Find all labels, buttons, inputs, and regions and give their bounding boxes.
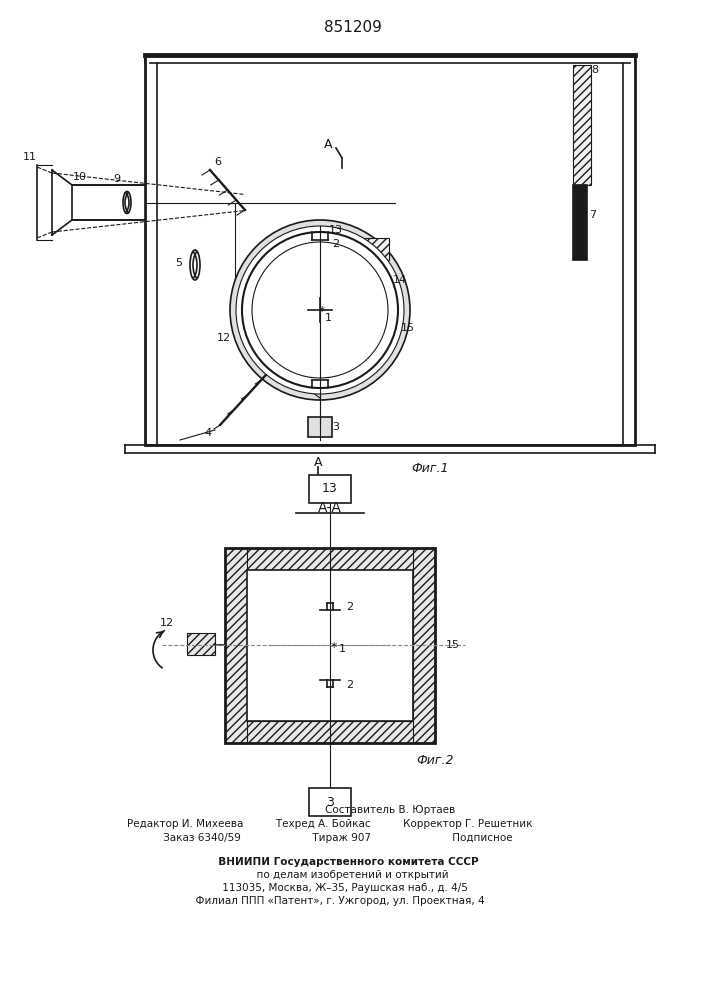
Text: *: * <box>319 304 325 318</box>
Bar <box>247 570 413 721</box>
Text: 13: 13 <box>329 225 343 235</box>
Bar <box>225 548 247 743</box>
Text: А-А: А-А <box>318 501 342 515</box>
Bar <box>225 721 435 743</box>
Text: 4: 4 <box>204 428 211 438</box>
Text: Составитель В. Юртаев: Составитель В. Юртаев <box>325 805 455 815</box>
Bar <box>225 548 435 743</box>
Bar <box>309 788 351 816</box>
Text: Филиал ППП «Патент», г. Ужгород, ул. Проектная, 4: Филиал ППП «Патент», г. Ужгород, ул. Про… <box>175 896 484 906</box>
Text: 8: 8 <box>592 65 599 75</box>
Circle shape <box>230 220 410 400</box>
Text: ВНИИПИ Государственного комитета СССР: ВНИИПИ Государственного комитета СССР <box>182 857 479 867</box>
Ellipse shape <box>123 192 131 214</box>
Text: 1: 1 <box>325 313 332 323</box>
Text: 2: 2 <box>346 680 354 690</box>
Text: А: А <box>324 138 332 151</box>
Bar <box>334 238 389 260</box>
Text: 12: 12 <box>217 333 231 343</box>
Bar <box>309 475 351 503</box>
Text: 14: 14 <box>393 275 407 285</box>
Text: 851209: 851209 <box>324 20 382 35</box>
Bar <box>573 65 591 185</box>
Bar <box>225 548 435 570</box>
Text: *: * <box>331 642 337 654</box>
Text: 15: 15 <box>401 323 415 333</box>
Bar <box>308 417 332 437</box>
Text: А: А <box>314 456 322 468</box>
Bar <box>72 185 145 220</box>
Circle shape <box>236 226 404 394</box>
Text: 6: 6 <box>214 157 221 167</box>
Text: 9: 9 <box>113 174 121 184</box>
Text: 113035, Москва, Ж–35, Раушская наб., д. 4/5: 113035, Москва, Ж–35, Раушская наб., д. … <box>192 883 467 893</box>
Text: 2: 2 <box>346 602 354 612</box>
Text: Фиг.1: Фиг.1 <box>411 462 449 475</box>
Text: 10: 10 <box>73 172 87 182</box>
Text: 3: 3 <box>326 796 334 808</box>
Text: по делам изобретений и открытий: по делам изобретений и открытий <box>211 870 449 880</box>
Ellipse shape <box>190 250 200 280</box>
Bar <box>573 185 587 260</box>
Text: 1: 1 <box>339 644 346 654</box>
Text: 2: 2 <box>332 239 339 249</box>
Text: Заказ 6340/59                      Тираж 907                         Подписное: Заказ 6340/59 Тираж 907 Подписное <box>147 833 513 843</box>
Text: 11: 11 <box>23 152 37 162</box>
Text: 7: 7 <box>590 210 597 220</box>
Text: 12: 12 <box>160 618 174 628</box>
Text: 5: 5 <box>175 258 182 268</box>
Circle shape <box>242 232 398 388</box>
Text: 13: 13 <box>322 483 338 495</box>
Text: Фиг.2: Фиг.2 <box>416 754 454 766</box>
Text: Редактор И. Михеева          Техред А. Бойкас          Корректор Г. Решетник: Редактор И. Михеева Техред А. Бойкас Кор… <box>127 819 533 829</box>
Text: 3: 3 <box>332 422 339 432</box>
Bar <box>145 55 635 445</box>
Bar <box>413 548 435 743</box>
Text: 15: 15 <box>446 640 460 650</box>
Bar <box>187 633 215 655</box>
